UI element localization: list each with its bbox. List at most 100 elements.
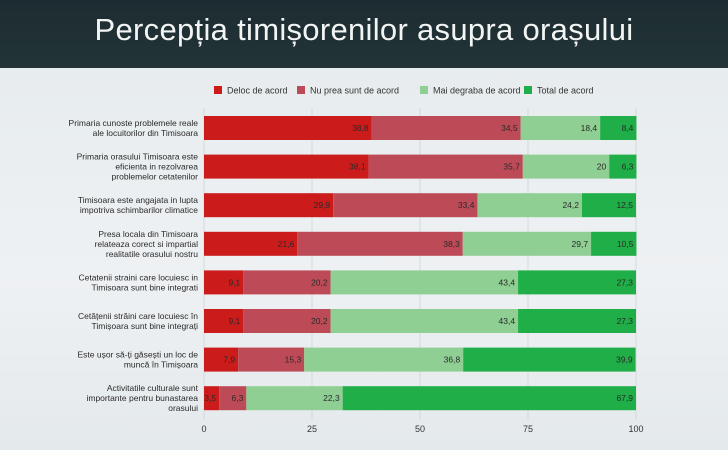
title-band: Percepția timișorenilor asupra orașului xyxy=(0,0,728,68)
slide-title: Percepția timișorenilor asupra orașului xyxy=(94,12,634,47)
data-label-deloc-row-8: 3,5 xyxy=(204,393,216,403)
category-label-4: Presa locala din Timisoara relateaza core… xyxy=(95,229,199,259)
x-tick-label-25: 25 xyxy=(307,424,317,434)
bar-nuprea-row-8 xyxy=(219,386,247,411)
category-label-line: Cetatenii straini care locuiesc in xyxy=(78,272,198,282)
data-label-deloc-row-3: 29,9 xyxy=(314,200,331,210)
data-label-deloc-row-7: 7,9 xyxy=(223,355,235,365)
category-label-line: Cetățenii străini care locuiesc în xyxy=(78,311,198,321)
bar-nuprea-row-2 xyxy=(368,154,523,179)
legend-swatch-maidegraba xyxy=(420,86,428,94)
data-label-nuprea-row-3: 33,4 xyxy=(458,200,475,210)
bar-nuprea-row-5 xyxy=(243,270,331,295)
bar-maidegraba-row-2 xyxy=(522,154,610,179)
category-label-line: Primaria orasului Timisoara este xyxy=(77,152,199,162)
category-label-line: muncă în Timișoara xyxy=(124,360,198,370)
category-label-line: impotriva schimbarilor climatice xyxy=(80,205,198,215)
bar-deloc-row-2 xyxy=(204,154,369,179)
category-label-line: Timisoara este angajata in lupta xyxy=(78,195,198,205)
bar-total-row-8 xyxy=(342,386,636,411)
bar-maidegraba-row-6 xyxy=(330,309,519,333)
bar-maidegraba-row-7 xyxy=(304,347,464,372)
bar-total-row-4 xyxy=(591,231,637,256)
data-label-total-row-6: 27,3 xyxy=(616,316,633,326)
category-label-6: Cetățenii străini care locuiesc în Timișo… xyxy=(78,311,198,331)
bar-nuprea-row-3 xyxy=(333,193,478,218)
category-label-5: Cetatenii straini care locuiesc in Timiso… xyxy=(78,272,198,292)
category-label-line: Timisoara sunt bine integrati xyxy=(92,282,199,292)
x-tick-label-50: 50 xyxy=(415,424,425,434)
data-label-deloc-row-4: 21,6 xyxy=(278,239,295,249)
bar-deloc-row-3 xyxy=(204,193,334,218)
data-label-maidegraba-row-4: 29,7 xyxy=(572,239,589,249)
data-label-maidegraba-row-2: 20 xyxy=(597,162,607,172)
bar-total-row-7 xyxy=(463,347,636,372)
bar-deloc-row-7 xyxy=(204,347,239,372)
category-label-line: importante pentru bunastarea xyxy=(86,393,198,403)
data-label-deloc-row-2: 38,1 xyxy=(349,162,366,172)
bar-maidegraba-row-1 xyxy=(520,116,601,140)
data-label-total-row-2: 6,3 xyxy=(622,162,634,172)
data-label-total-row-8: 67,9 xyxy=(616,393,633,403)
bar-deloc-row-6 xyxy=(204,309,244,333)
legend-label-total: Total de acord xyxy=(537,86,594,96)
bar-deloc-row-4 xyxy=(204,231,298,256)
data-label-total-row-1: 8,4 xyxy=(622,123,634,133)
bar-nuprea-row-4 xyxy=(297,231,463,256)
data-label-maidegraba-row-5: 43,4 xyxy=(499,277,516,287)
category-label-line: Primaria cunoste problemele reale xyxy=(69,118,199,128)
data-label-nuprea-row-2: 35,7 xyxy=(503,162,520,172)
legend-swatch-total xyxy=(524,86,532,94)
bar-maidegraba-row-8 xyxy=(246,386,343,411)
data-label-deloc-row-5: 9,1 xyxy=(228,277,240,287)
category-label-line: realitatile orasului nostru xyxy=(106,249,198,259)
bar-total-row-3 xyxy=(582,193,636,218)
bar-deloc-row-5 xyxy=(204,270,244,295)
data-label-nuprea-row-1: 34,5 xyxy=(501,123,518,133)
data-label-total-row-5: 27,3 xyxy=(616,277,633,287)
x-tick-label-75: 75 xyxy=(523,424,533,434)
bar-nuprea-row-1 xyxy=(371,116,521,140)
bar-total-row-6 xyxy=(518,309,636,333)
legend-swatch-deloc xyxy=(214,86,222,94)
bar-total-row-2 xyxy=(609,154,637,179)
chart-area: Deloc de acord Nu prea sunt de acord Mai d… xyxy=(0,68,728,450)
data-label-total-row-4: 10,5 xyxy=(617,239,634,249)
legend-swatch-nuprea xyxy=(297,86,305,94)
category-label-line: Timișoara sunt bine integrați xyxy=(92,321,199,331)
data-label-maidegraba-row-8: 22,3 xyxy=(323,393,340,403)
category-label-line: relateaza corect si impartial xyxy=(95,239,199,249)
category-label-line: Activitatile culturale sunt xyxy=(107,383,199,393)
category-label-line: problemelor cetatenilor xyxy=(112,172,199,182)
category-label-7: Este ușor să-ți găsești un loc de muncă î… xyxy=(78,350,199,370)
category-label-line: orasului xyxy=(168,403,198,413)
data-label-maidegraba-row-7: 36,8 xyxy=(444,355,461,365)
bar-total-row-5 xyxy=(518,270,636,295)
data-label-maidegraba-row-3: 24,2 xyxy=(562,200,579,210)
category-label-line: Este ușor să-ți găsești un loc de xyxy=(78,350,199,360)
bar-deloc-row-8 xyxy=(204,386,220,411)
bar-nuprea-row-6 xyxy=(243,309,331,333)
data-label-total-row-7: 39,9 xyxy=(616,355,633,365)
data-label-maidegraba-row-1: 18,4 xyxy=(581,123,598,133)
bar-nuprea-row-7 xyxy=(238,347,305,372)
category-label-3: Timisoara este angajata in lupta impotriv… xyxy=(78,195,198,215)
stacked-bar-chart: Deloc de acord Nu prea sunt de acord Mai d… xyxy=(69,86,644,435)
data-label-deloc-row-6: 9,1 xyxy=(228,316,240,326)
bar-maidegraba-row-5 xyxy=(330,270,519,295)
data-label-total-row-3: 12,5 xyxy=(616,200,633,210)
data-label-nuprea-row-7: 15,3 xyxy=(285,355,302,365)
category-label-1: Primaria cunoste problemele reale ale loc… xyxy=(69,118,199,138)
legend-label-nuprea: Nu prea sunt de acord xyxy=(310,86,399,96)
data-label-nuprea-row-4: 38,3 xyxy=(443,239,460,249)
category-label-line: ale locuitorilor din Timisoara xyxy=(93,128,199,138)
data-label-nuprea-row-5: 20,2 xyxy=(311,277,328,287)
data-label-nuprea-row-6: 20,2 xyxy=(311,316,328,326)
category-label-8: Activitatile culturale sunt importante pe… xyxy=(86,383,198,413)
data-label-maidegraba-row-6: 43,4 xyxy=(499,316,516,326)
x-tick-label-0: 0 xyxy=(201,424,206,434)
x-tick-label-100: 100 xyxy=(628,424,643,434)
bar-deloc-row-1 xyxy=(204,116,372,140)
bar-total-row-1 xyxy=(600,116,637,140)
